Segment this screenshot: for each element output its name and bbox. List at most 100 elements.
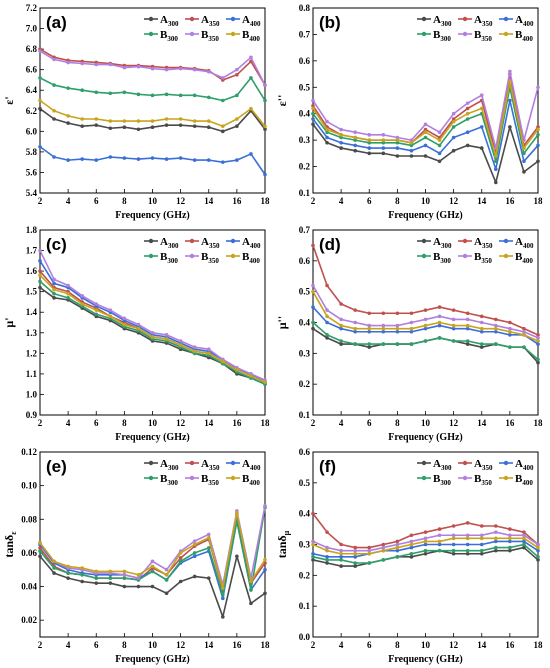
data-point [339,551,343,556]
data-point [536,360,540,365]
legend-label-subscript: 400 [522,35,533,43]
legend-label-letter: B [242,251,250,263]
data-point [263,591,267,596]
legend-label: B400 [242,251,260,265]
legend-label-letter: A [160,14,168,26]
panel-label: (a) [46,13,67,32]
data-point [522,146,526,150]
legend-label-subscript: 350 [481,35,492,43]
data-point [451,117,456,121]
data-point [66,121,70,125]
data-point [494,323,498,328]
plot-frame [39,7,266,194]
data-point [522,333,526,337]
data-point [66,86,70,90]
y-axis-title-main: μ [275,322,289,329]
data-point [325,119,329,124]
data-point [423,339,428,343]
data-point [522,530,526,534]
data-point [437,143,442,148]
data-point [52,117,56,121]
data-point [263,380,267,384]
legend-label-subscript: 400 [522,479,533,487]
data-point [409,533,414,538]
data-point [150,119,155,123]
data-point [150,125,155,130]
data-point [437,527,442,531]
y-tick-label: 0.6 [299,447,311,457]
data-point [94,308,99,312]
data-point [479,533,484,538]
legend-label-letter: A [474,14,482,26]
legend-swatch-marker [462,475,468,481]
y-tick-label: 1.6 [26,266,38,276]
x-tick-label: 4 [339,196,344,206]
data-point [353,548,357,553]
data-point [536,336,540,340]
x-axis-title: Frequency (GHz) [388,210,463,221]
data-point [66,564,70,569]
data-point [395,146,400,150]
data-point [94,123,99,127]
data-point [249,55,253,60]
data-point [311,98,315,103]
data-point [339,140,343,145]
legend-label: B300 [433,251,451,265]
x-tick-label: 10 [421,640,431,650]
data-point [38,248,42,253]
data-point [136,64,141,69]
data-point [465,101,470,105]
legend-label-subscript: 300 [441,464,452,472]
legend-swatch-marker [230,238,236,244]
data-point [192,542,197,547]
y-tick-label: 6.6 [26,65,38,75]
chart-panel: 2 4 6 8 10 12 14 16 18 0.02 0.04 0.06 0.08 0.10 0.12 Fr… [2,447,270,665]
data-point [325,558,329,562]
data-point [178,343,183,347]
data-point [136,576,141,580]
y-tick-label: 0.06 [21,548,37,558]
data-point [249,588,253,592]
y-axis-title-prime: '' [275,95,289,102]
data-point [395,329,400,334]
legend-label-letter: B [160,473,168,485]
data-point [353,329,357,334]
data-point [451,551,456,556]
x-tick-label: 10 [148,418,158,428]
legend-label-subscript: 350 [208,257,219,265]
y-tick-label: 1.2 [26,348,38,358]
legend-label: B350 [201,29,219,43]
data-point [479,345,484,349]
y-tick-label: 7.2 [26,3,38,13]
legend-swatch-marker [189,31,195,37]
data-point [221,596,225,601]
legend-label-subscript: 400 [250,242,261,250]
data-point [311,305,315,309]
legend-swatch-marker [462,253,468,259]
data-point [494,159,498,164]
chart-panel: 2 4 6 8 10 12 14 16 18 0.0 0.1 0.2 0.3 0.4 0.5 0.6 Frequ… [275,447,543,665]
data-point [522,151,526,156]
y-tick-label: 5.8 [26,147,38,157]
data-point [381,342,386,346]
x-tick-label: 2 [311,640,316,650]
data-point [136,572,141,577]
data-point [381,329,386,334]
data-point [38,49,42,53]
data-point [437,542,442,547]
data-point [367,551,372,556]
legend-label-subscript: 300 [440,257,451,265]
data-point [395,342,400,346]
data-point [136,157,141,161]
data-point [80,124,84,128]
data-point [465,117,470,121]
legend-swatch-marker [421,460,427,466]
x-tick-label: 10 [148,196,158,206]
panel-label: (b) [319,13,341,32]
data-point [325,314,329,319]
y-tick-label: 0.6 [299,256,311,266]
data-point [381,558,386,562]
data-point [263,124,267,128]
data-point [164,572,169,577]
